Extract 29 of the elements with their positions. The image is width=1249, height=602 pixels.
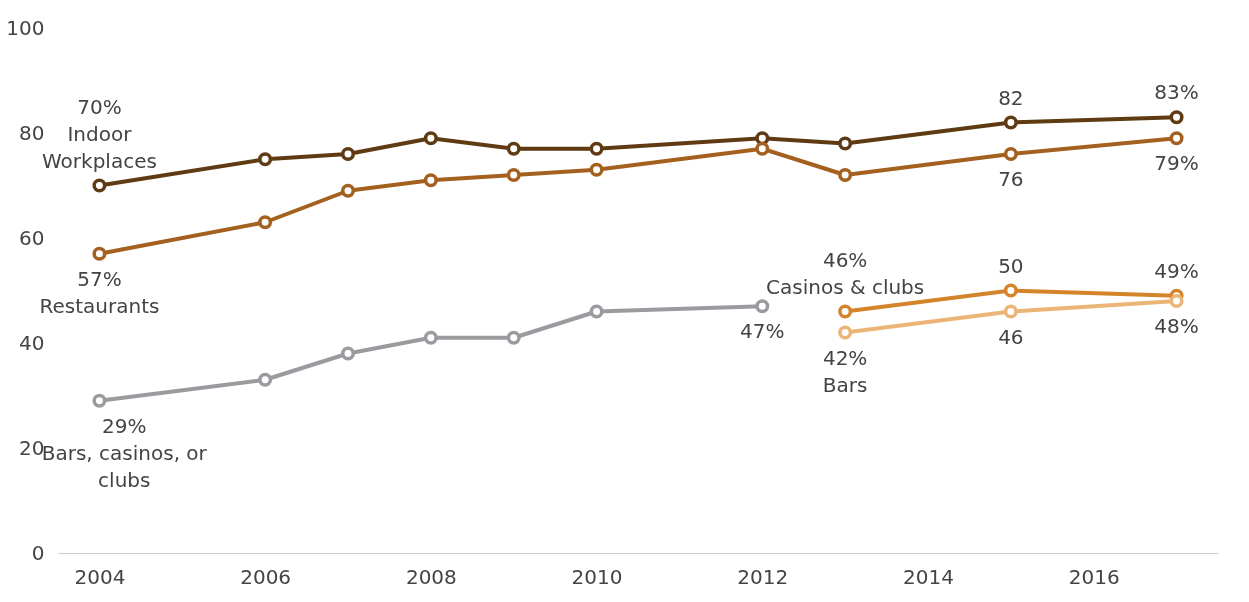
data-label: 48% xyxy=(1154,314,1199,338)
x-tick-label: 2008 xyxy=(405,564,457,589)
x-tick-label: 2004 xyxy=(74,564,126,589)
data-label: 46 xyxy=(998,324,1024,349)
data-label: 79% xyxy=(1154,151,1199,176)
x-tick-label: 2016 xyxy=(1068,564,1120,589)
y-tick-label: 100 xyxy=(6,15,45,40)
y-tick-label: 80 xyxy=(19,120,45,145)
data-label: 29% xyxy=(102,413,147,438)
y-tick-label: 0 xyxy=(31,540,45,565)
text: Restaurants xyxy=(39,293,160,318)
data-label: 57% xyxy=(77,266,122,291)
data-label: 46% xyxy=(822,247,868,272)
data-label: 83% xyxy=(1154,80,1199,105)
x-tick-label: 2006 xyxy=(240,564,292,589)
x-tick-label: 2014 xyxy=(903,564,954,589)
y-tick-label: 60 xyxy=(19,225,45,250)
data-label: 49% xyxy=(1154,258,1199,283)
x-tick-label: 2010 xyxy=(571,564,623,589)
data-label: 47% xyxy=(740,319,785,344)
y-tick-label: 40 xyxy=(19,330,45,355)
series-label: Casinos & clubs xyxy=(766,274,925,299)
data-label: 50 xyxy=(998,253,1024,278)
text: Bars xyxy=(822,372,868,397)
data-label: 76 xyxy=(998,167,1024,191)
data-label: 70% xyxy=(77,94,122,119)
x-tick-label: 2012 xyxy=(737,564,789,589)
data-label: 82 xyxy=(998,85,1024,110)
data-label: 42% xyxy=(822,345,868,370)
